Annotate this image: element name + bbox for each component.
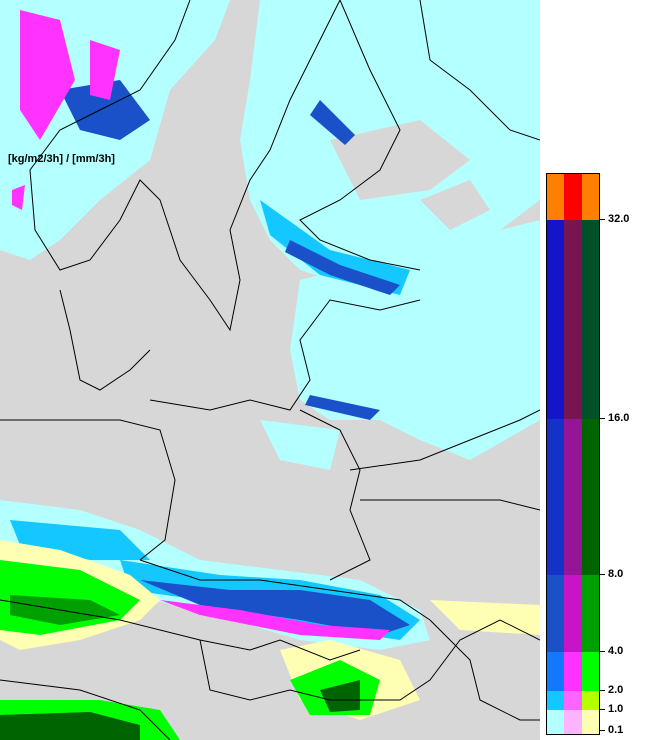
legend-swatch <box>581 220 600 419</box>
legend-swatch <box>547 220 565 419</box>
legend-swatch <box>547 710 565 734</box>
legend-tick-32: 32.0 <box>600 213 629 225</box>
legend-swatch <box>581 174 600 220</box>
legend-swatch <box>564 710 583 734</box>
legend-swatch <box>564 691 583 710</box>
legend-swatch <box>564 220 583 419</box>
legend-swatch <box>581 710 600 734</box>
legend-tick-4: 4.0 <box>600 645 623 657</box>
legend-tick-8: 8.0 <box>600 568 623 580</box>
legend-swatch <box>564 174 583 220</box>
legend-color-bar <box>546 173 600 735</box>
legend-tick-16: 16.0 <box>600 412 629 424</box>
precipitation-map <box>0 0 540 740</box>
legend-swatch <box>547 652 565 691</box>
legend-tick-1: 1.0 <box>600 703 623 715</box>
legend-unit-label: [kg/m2/3h] / [mm/3h] <box>8 153 115 165</box>
legend-swatch <box>564 419 583 575</box>
legend-tick-2: 2.0 <box>600 684 623 696</box>
legend-swatch <box>547 174 565 220</box>
coastlines-and-borders <box>0 0 540 740</box>
legend-swatch <box>564 652 583 691</box>
legend-swatch <box>581 419 600 575</box>
legend-swatch <box>581 652 600 691</box>
legend-swatch <box>547 419 565 575</box>
legend-swatch <box>581 575 600 652</box>
legend-swatch <box>581 691 600 710</box>
legend-swatch <box>547 691 565 710</box>
heavy-precip-areas <box>60 80 410 635</box>
legend-tick-0-1: 0.1 <box>600 724 623 736</box>
legend-swatch <box>564 575 583 652</box>
legend-swatch <box>547 575 565 652</box>
magenta-precip-areas <box>12 10 390 640</box>
